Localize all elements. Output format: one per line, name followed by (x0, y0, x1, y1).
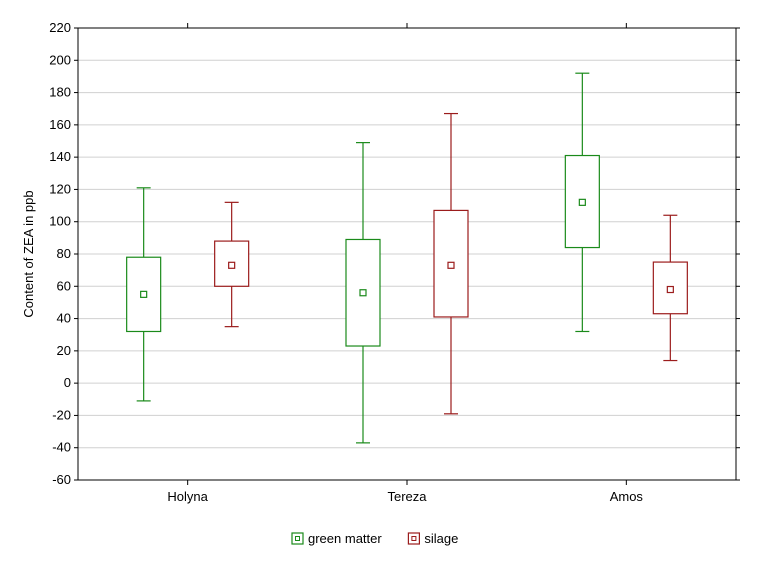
legend-item-silage: silage (407, 531, 458, 546)
y-tick-label: -60 (52, 472, 71, 487)
y-tick-label: 120 (49, 181, 71, 196)
legend-label: silage (424, 531, 458, 546)
box-green-matter-holyna (126, 187, 162, 402)
box-silage-tereza (433, 112, 469, 415)
mean-marker (228, 261, 236, 269)
mean-marker (666, 285, 674, 294)
y-tick-label: 200 (49, 52, 71, 67)
box-green-matter-amos (564, 72, 600, 333)
legend: green matter silage (291, 531, 458, 546)
mean-marker (578, 198, 586, 206)
y-tick-label: 100 (49, 214, 71, 229)
box-silage-amos (652, 214, 688, 362)
y-tick-label: 40 (57, 311, 71, 326)
legend-label: green matter (308, 531, 382, 546)
y-tick-label: 20 (57, 343, 71, 358)
grid-lines (78, 59, 736, 449)
x-tick-label: Tereza (387, 489, 427, 504)
y-tick-label: -20 (52, 407, 71, 422)
y-tick-label: 80 (57, 246, 71, 261)
box-green-matter-tereza (345, 142, 381, 444)
y-tick-label: 140 (49, 149, 71, 164)
legend-item-green-matter: green matter (291, 531, 382, 546)
y-tick-label: 60 (57, 278, 71, 293)
y-tick-label: 0 (64, 375, 71, 390)
y-tick-label: -40 (52, 440, 71, 455)
mean-marker (447, 261, 455, 269)
mean-marker (140, 290, 148, 298)
legend-swatch-marker (295, 536, 300, 541)
box-series (126, 72, 688, 444)
y-tick-label: 160 (49, 117, 71, 132)
box-silage-holyna (214, 201, 250, 328)
x-tick-label: Holyna (167, 489, 208, 504)
axes: -60 -40 -20 0 20 40 60 80 100 120 140 160 180 200 220 H… (49, 20, 740, 504)
mean-marker (359, 289, 367, 297)
y-tick-label: 180 (49, 85, 71, 100)
legend-swatch-marker (411, 536, 417, 541)
x-tick-label: Amos (610, 489, 644, 504)
y-axis-label: Content of ZEA in ppb (21, 190, 36, 317)
y-tick-label: 220 (49, 20, 71, 35)
